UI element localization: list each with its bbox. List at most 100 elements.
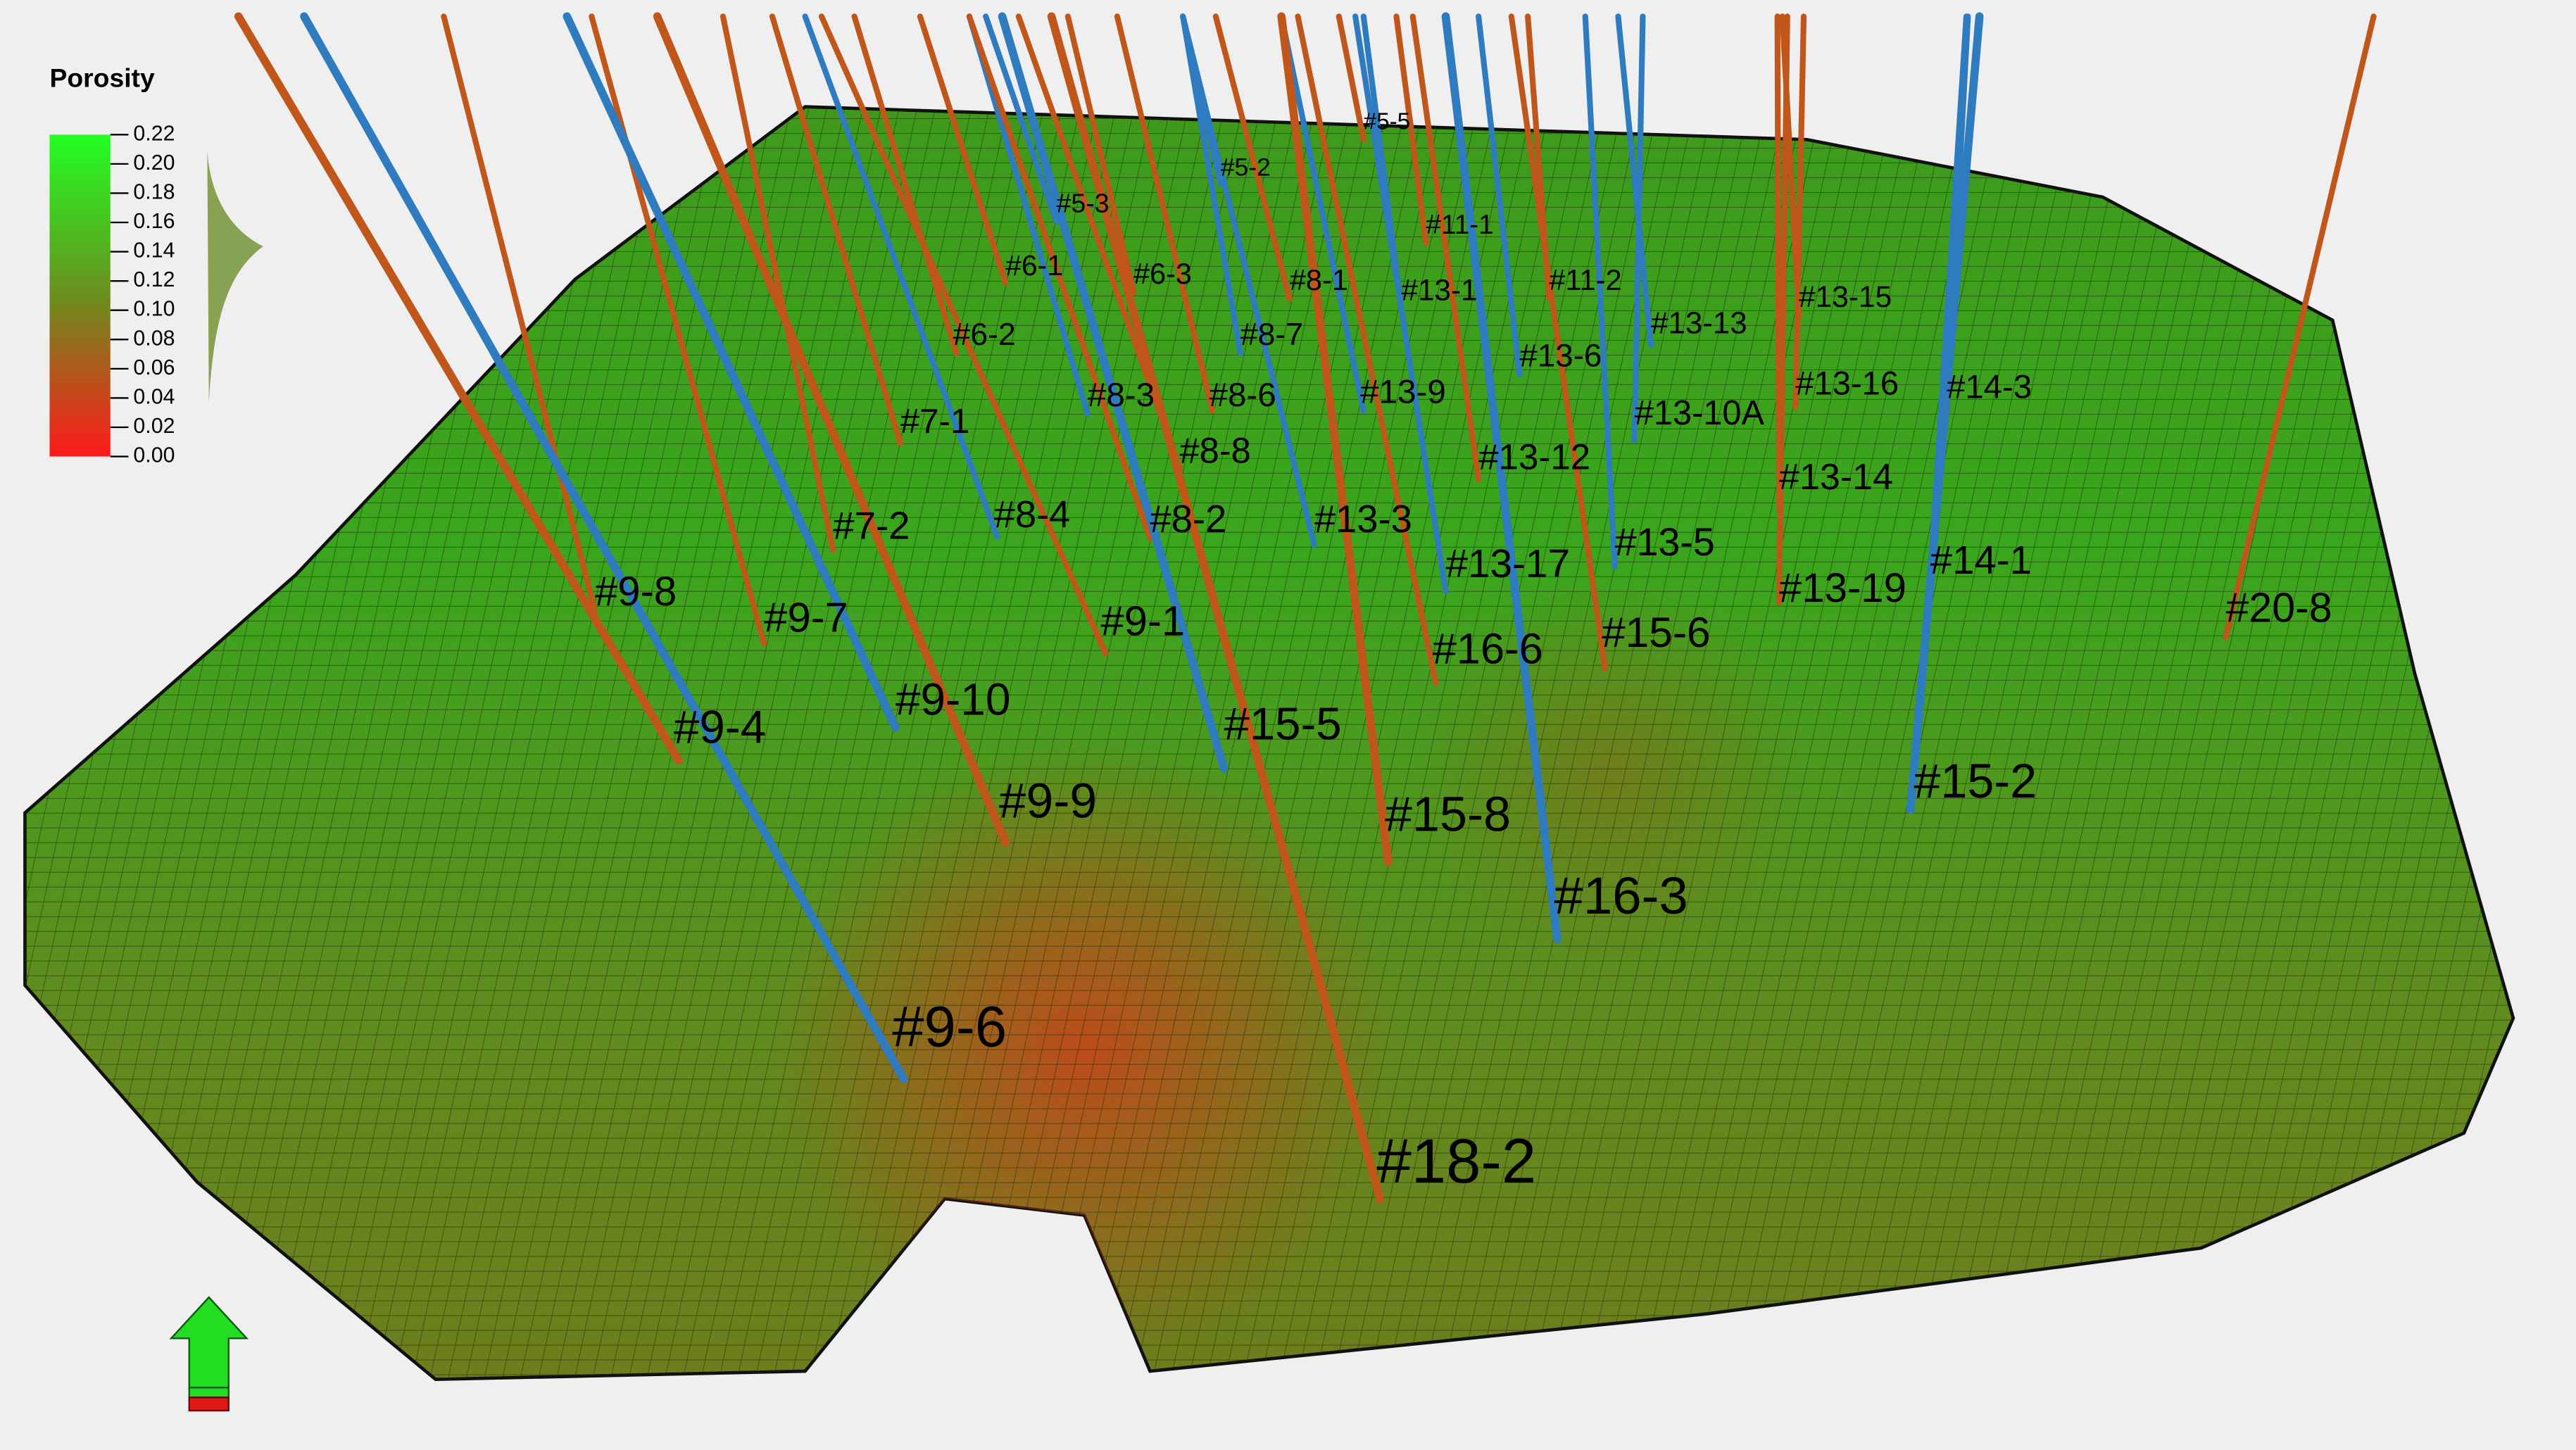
legend: Porosity 0.22 0.20 0.18 0.16 0.14 0.12 0.10 0.0… bbox=[49, 63, 263, 467]
orientation-arrow bbox=[169, 1296, 249, 1412]
well-path bbox=[1277, 12, 1393, 866]
well-label: #9-7 bbox=[764, 594, 848, 641]
well-path bbox=[234, 12, 683, 764]
surface bbox=[23, 105, 2515, 1382]
well-label: #9-1 bbox=[1101, 597, 1186, 644]
tick-label: 0.20 bbox=[133, 151, 175, 175]
legend-title: Porosity bbox=[49, 63, 155, 93]
well-label: #13-3 bbox=[1314, 498, 1412, 541]
well-path bbox=[917, 13, 1009, 286]
tick-label: 0.14 bbox=[133, 239, 175, 263]
well-label: #13-16 bbox=[1795, 365, 1899, 402]
well-path bbox=[1336, 13, 1366, 143]
well-label: #13-19 bbox=[1779, 565, 1906, 611]
well-path bbox=[1180, 13, 1243, 356]
well-label: #9-10 bbox=[896, 674, 1010, 724]
well-path bbox=[1508, 13, 1608, 672]
well-label: #13-1 bbox=[1401, 273, 1477, 306]
well-path bbox=[1295, 13, 1439, 686]
well-label: #13-14 bbox=[1779, 457, 1893, 498]
well-path bbox=[998, 12, 1229, 773]
well-label: #5-5 bbox=[1364, 109, 1410, 135]
well-path bbox=[563, 12, 900, 732]
well-label: #13-15 bbox=[1799, 280, 1892, 313]
well-path bbox=[983, 13, 1060, 225]
well-label: #6-1 bbox=[1005, 249, 1063, 282]
well-path bbox=[851, 13, 960, 356]
tick-label: 0.08 bbox=[133, 327, 175, 350]
well-label: #5-2 bbox=[1221, 153, 1271, 182]
well-path bbox=[720, 13, 836, 553]
well-path bbox=[1631, 13, 1646, 443]
well-label: #16-6 bbox=[1433, 624, 1543, 673]
well-label: #18-2 bbox=[1376, 1126, 1536, 1196]
well-label: #6-3 bbox=[1133, 258, 1192, 290]
well-label: #11-2 bbox=[1549, 263, 1621, 296]
tick-label: 0.16 bbox=[133, 210, 175, 233]
well-label: #15-6 bbox=[1602, 608, 1711, 656]
tick-label: 0.22 bbox=[133, 122, 175, 145]
well-label: #8-3 bbox=[1088, 377, 1155, 414]
tick-label: 0.00 bbox=[133, 444, 175, 467]
well-path bbox=[802, 13, 1000, 540]
well-label: #8-4 bbox=[994, 493, 1070, 536]
well-path bbox=[1352, 13, 1449, 594]
tick-label: 0.18 bbox=[133, 180, 175, 203]
well-path bbox=[966, 13, 1091, 417]
well-label: #8-7 bbox=[1240, 317, 1303, 352]
well-path bbox=[1615, 13, 1654, 348]
well-label: #7-2 bbox=[833, 505, 910, 548]
tick-label: 0.12 bbox=[133, 268, 175, 291]
well-path bbox=[1047, 12, 1384, 1203]
well-label: #13-10A bbox=[1635, 394, 1765, 432]
well-label: #15-2 bbox=[1914, 755, 2037, 808]
well-label: #9-8 bbox=[595, 569, 677, 614]
well-label: #9-6 bbox=[892, 995, 1007, 1059]
well-path bbox=[1582, 13, 1618, 569]
well-label: #8-8 bbox=[1180, 430, 1251, 470]
well-label: #8-6 bbox=[1210, 377, 1276, 414]
tick-label: 0.10 bbox=[133, 298, 175, 321]
tick-label: 0.04 bbox=[133, 385, 175, 408]
well-label: #20-8 bbox=[2226, 584, 2332, 631]
well-path bbox=[966, 13, 1153, 542]
well-path bbox=[300, 12, 908, 1083]
well-path bbox=[1906, 12, 1984, 814]
well-path bbox=[1393, 13, 1429, 246]
well-label: #13-12 bbox=[1478, 437, 1590, 477]
well-label: #15-8 bbox=[1385, 786, 1511, 841]
well-path bbox=[769, 13, 904, 446]
well-label: #9-4 bbox=[674, 701, 766, 752]
well-label: #15-5 bbox=[1224, 698, 1342, 750]
well-label: #9-9 bbox=[999, 774, 1097, 828]
well-label: #13-5 bbox=[1615, 520, 1715, 564]
well-path bbox=[589, 13, 767, 647]
well-path bbox=[1114, 13, 1216, 414]
tick-label: 0.02 bbox=[133, 415, 175, 438]
well-label: #13-6 bbox=[1519, 338, 1602, 374]
well-path bbox=[2223, 13, 2377, 641]
well-path bbox=[653, 12, 1010, 847]
well-path bbox=[441, 13, 598, 614]
well-path bbox=[1792, 13, 1807, 410]
tick-label: 0.06 bbox=[133, 356, 175, 379]
well-path bbox=[1409, 13, 1482, 483]
well-path bbox=[1212, 13, 1293, 302]
well-label: #13-17 bbox=[1445, 542, 1570, 586]
well-path bbox=[1064, 13, 1137, 296]
well-path bbox=[1278, 13, 1366, 414]
histogram bbox=[207, 151, 263, 403]
well-label: #11-1 bbox=[1426, 210, 1493, 240]
color-bar bbox=[49, 134, 111, 457]
well-path bbox=[1180, 13, 1317, 548]
well-label: #14-3 bbox=[1947, 368, 2032, 405]
well-path bbox=[1776, 13, 1790, 606]
well-label: #16-3 bbox=[1554, 866, 1688, 925]
well-path bbox=[1476, 13, 1523, 377]
well-path bbox=[818, 13, 1109, 657]
well-label: #5-3 bbox=[1057, 189, 1110, 218]
well-label: #6-2 bbox=[953, 317, 1016, 352]
well-path bbox=[1441, 12, 1562, 944]
well-label: #8-1 bbox=[1290, 263, 1348, 296]
